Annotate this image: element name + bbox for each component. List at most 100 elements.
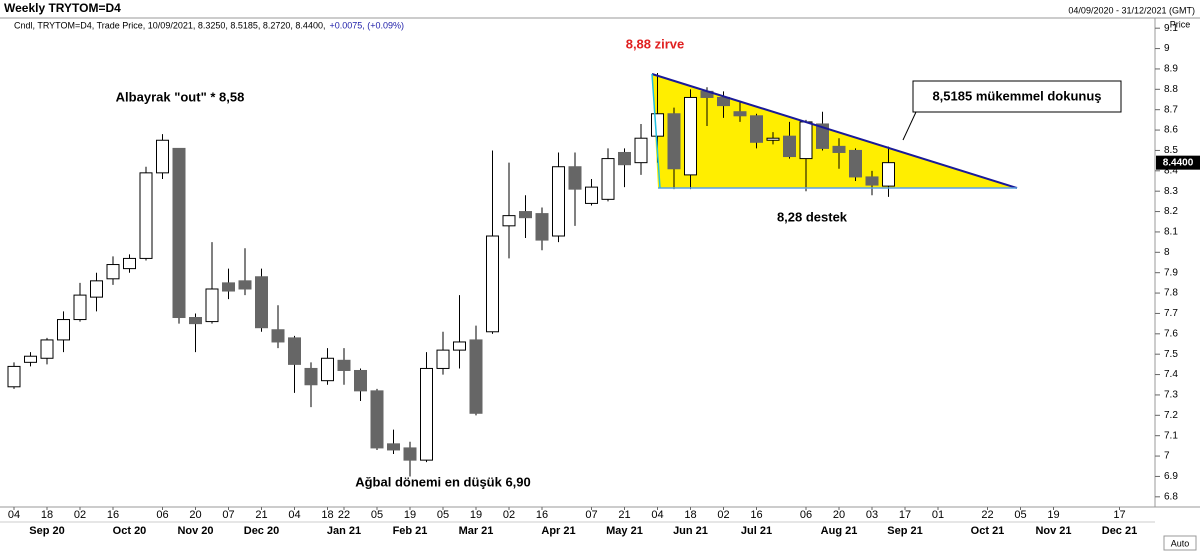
y-axis-label: Price bbox=[1170, 19, 1191, 29]
candle-body bbox=[453, 341, 466, 351]
x-tick-label: 19 bbox=[1047, 509, 1059, 521]
x-tick-label: 19 bbox=[470, 509, 482, 521]
annotation: Ağbal dönemi en düşük 6,90 bbox=[355, 474, 531, 489]
candle-body bbox=[387, 443, 400, 451]
x-tick-label: 04 bbox=[8, 509, 20, 521]
x-tick-label: 22 bbox=[338, 509, 350, 521]
y-tick-label: 8.1 bbox=[1164, 227, 1178, 238]
annotation: 8,28 destek bbox=[777, 209, 848, 224]
month-label: Mar 21 bbox=[459, 525, 494, 537]
annotation: 8,88 zirve bbox=[626, 36, 685, 51]
y-tick-label: 7.3 bbox=[1164, 390, 1178, 401]
candle-body bbox=[799, 121, 813, 160]
annotation: Albayrak "out" * 8,58 bbox=[116, 89, 245, 104]
candle-body bbox=[783, 135, 796, 158]
candle-body bbox=[849, 149, 862, 178]
candle-body bbox=[486, 235, 499, 333]
x-tick-label: 02 bbox=[717, 509, 729, 521]
candle-body bbox=[618, 151, 631, 166]
last-price-box bbox=[1156, 155, 1200, 170]
candle-body bbox=[123, 257, 136, 270]
candle-body bbox=[370, 390, 384, 449]
y-tick-label: 7.9 bbox=[1164, 267, 1178, 278]
x-tick-label: 02 bbox=[74, 509, 86, 521]
month-label: Dec 21 bbox=[1102, 525, 1137, 537]
y-tick-label: 7.8 bbox=[1164, 288, 1178, 299]
candle-body bbox=[7, 365, 21, 388]
candle-body bbox=[172, 147, 186, 319]
candle-body bbox=[568, 166, 582, 190]
candle-body bbox=[321, 357, 334, 382]
month-label: Feb 21 bbox=[393, 525, 428, 537]
candle-body bbox=[651, 113, 664, 137]
x-tick-label: 18 bbox=[41, 509, 53, 521]
candle-body bbox=[585, 186, 598, 204]
candle-body bbox=[519, 211, 532, 219]
x-tick-label: 06 bbox=[156, 509, 168, 521]
scale-button[interactable] bbox=[1163, 535, 1197, 551]
candle-body bbox=[733, 111, 747, 117]
month-label: Oct 20 bbox=[113, 525, 147, 537]
y-tick-label: 8.9 bbox=[1164, 64, 1178, 75]
date-range: 04/09/2020 - 31/12/2021 (GMT) bbox=[1068, 5, 1195, 15]
x-tick-label: 16 bbox=[107, 509, 119, 521]
resistance-line bbox=[651, 73, 1018, 189]
candle-body bbox=[139, 172, 153, 259]
candle-body bbox=[73, 294, 87, 321]
y-tick-label: 8.6 bbox=[1164, 125, 1178, 136]
candle-body bbox=[865, 176, 879, 186]
candles bbox=[7, 73, 895, 477]
candle-body bbox=[106, 264, 120, 280]
x-tick-label: 05 bbox=[371, 509, 383, 521]
candle-body bbox=[469, 339, 483, 414]
candle-body bbox=[337, 359, 351, 371]
candle-body bbox=[40, 339, 54, 359]
scale-mode[interactable]: Auto bbox=[1171, 538, 1190, 548]
x-tick-label: 16 bbox=[750, 509, 762, 521]
x-tick-label: 07 bbox=[585, 509, 597, 521]
x-tick-label: 04 bbox=[651, 509, 663, 521]
x-tick-label: 07 bbox=[222, 509, 234, 521]
candle-body bbox=[238, 280, 252, 290]
candle-body bbox=[502, 215, 516, 227]
x-tick-label: 05 bbox=[437, 509, 449, 521]
candle-body bbox=[57, 319, 70, 341]
month-label: Sep 20 bbox=[29, 525, 64, 537]
y-tick-label: 8.7 bbox=[1164, 104, 1178, 115]
candle-body bbox=[205, 288, 219, 323]
candle-body bbox=[684, 96, 697, 176]
candle-body bbox=[288, 337, 301, 365]
x-tick-label: 18 bbox=[684, 509, 696, 521]
x-tick-label: 04 bbox=[288, 509, 300, 521]
candle-body bbox=[304, 367, 318, 386]
candle-body bbox=[354, 369, 367, 392]
month-label: Oct 21 bbox=[971, 525, 1005, 537]
candle-body bbox=[24, 355, 37, 363]
x-tick-label: 16 bbox=[536, 509, 548, 521]
candle-body bbox=[717, 96, 730, 107]
candle-body bbox=[420, 367, 433, 461]
candle-body bbox=[667, 113, 681, 170]
candle-body bbox=[766, 137, 780, 141]
x-tick-label: 02 bbox=[503, 509, 515, 521]
candle-body bbox=[601, 158, 615, 200]
last-price-label: 8.4400 bbox=[1163, 157, 1194, 168]
candle-body bbox=[403, 447, 417, 461]
y-tick-label: 7 bbox=[1164, 451, 1170, 462]
y-tick-label: 7.5 bbox=[1164, 349, 1178, 360]
y-tick-label: 7.1 bbox=[1164, 430, 1178, 441]
month-label: Jul 21 bbox=[741, 525, 772, 537]
candle-body bbox=[255, 276, 268, 329]
candle-body bbox=[552, 166, 565, 237]
x-tick-label: 20 bbox=[189, 509, 201, 521]
candle-body bbox=[750, 115, 763, 143]
y-tick-label: 6.9 bbox=[1164, 471, 1178, 482]
chart-title: Weekly TRYTOM=D4 bbox=[4, 1, 121, 15]
x-tick-label: 20 bbox=[833, 509, 845, 521]
month-label: Nov 20 bbox=[177, 525, 213, 537]
y-tick-label: 7.2 bbox=[1164, 410, 1178, 421]
candle-body bbox=[535, 213, 549, 241]
x-tick-label: 17 bbox=[899, 509, 911, 521]
